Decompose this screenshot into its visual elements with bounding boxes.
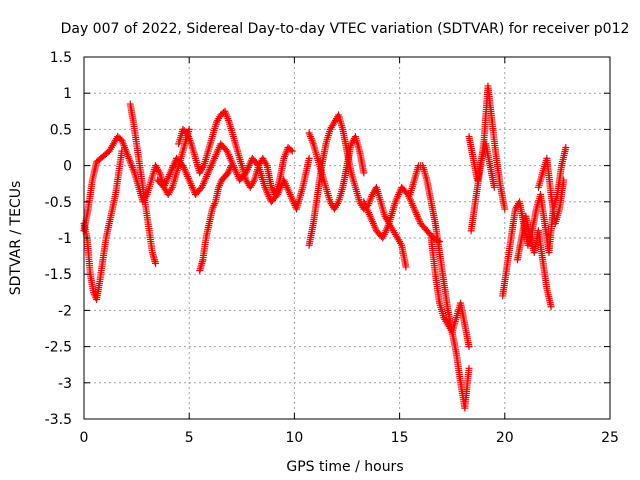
x-tick-label: 15 bbox=[391, 430, 409, 446]
y-tick-label: -0.5 bbox=[45, 195, 72, 211]
x-tick-label: 0 bbox=[80, 430, 89, 446]
data-point bbox=[360, 169, 368, 177]
x-tick-label: 25 bbox=[601, 430, 619, 446]
series-track-l bbox=[467, 82, 509, 235]
data-point bbox=[560, 176, 568, 184]
y-tick-label: 1 bbox=[63, 86, 72, 102]
data-points bbox=[80, 82, 570, 412]
series-track-k bbox=[427, 234, 473, 351]
chart-title: Day 007 of 2022, Sidereal Day-to-day VTE… bbox=[61, 21, 630, 37]
series-track-d bbox=[175, 107, 296, 199]
y-tick-label: -3.5 bbox=[45, 412, 72, 428]
series-track-p bbox=[534, 154, 568, 228]
y-tick-label: -2 bbox=[58, 303, 72, 319]
y-axis-ticks: 1.5 1 0.5 0 -0.5 -1 -1.5 -2 -2.5 -3 -3.5 bbox=[45, 50, 610, 428]
data-point bbox=[490, 183, 498, 191]
data-point bbox=[227, 162, 235, 170]
data-point bbox=[562, 144, 570, 151]
data-point bbox=[118, 147, 126, 155]
series-track-c bbox=[126, 100, 160, 267]
y-tick-label: -1 bbox=[58, 231, 72, 247]
data-point bbox=[287, 146, 295, 154]
x-tick-label: 5 bbox=[185, 430, 194, 446]
data-point bbox=[465, 343, 473, 351]
series-track-m bbox=[465, 133, 498, 191]
series-track-e bbox=[154, 140, 313, 213]
y-tick-label: 0.5 bbox=[50, 122, 72, 138]
x-axis-label: GPS time / hours bbox=[286, 459, 403, 475]
series-track-o bbox=[513, 212, 555, 311]
series-track-n bbox=[499, 144, 570, 300]
data-point bbox=[185, 125, 193, 133]
data-point bbox=[152, 259, 160, 267]
y-tick-label: -2.5 bbox=[45, 340, 72, 356]
data-point bbox=[501, 205, 509, 213]
y-axis-label: SDTVAR / TECUs bbox=[8, 181, 24, 296]
data-point bbox=[288, 147, 296, 155]
series-track-f bbox=[196, 162, 235, 275]
data-point bbox=[402, 263, 410, 271]
data-point bbox=[305, 154, 313, 162]
series-track-h bbox=[305, 129, 368, 213]
x-tick-label: 10 bbox=[285, 430, 303, 446]
series-track-b bbox=[80, 147, 126, 304]
data-point bbox=[547, 303, 555, 311]
y-tick-label: 1.5 bbox=[50, 50, 72, 66]
series-track-g bbox=[305, 111, 410, 271]
x-tick-label: 20 bbox=[496, 430, 514, 446]
x-axis-ticks: 0 5 10 15 20 25 bbox=[80, 57, 619, 446]
y-tick-label: 0 bbox=[63, 159, 72, 175]
y-tick-label: -3 bbox=[58, 376, 72, 392]
y-tick-label: -1.5 bbox=[45, 267, 72, 283]
data-point bbox=[465, 364, 473, 372]
